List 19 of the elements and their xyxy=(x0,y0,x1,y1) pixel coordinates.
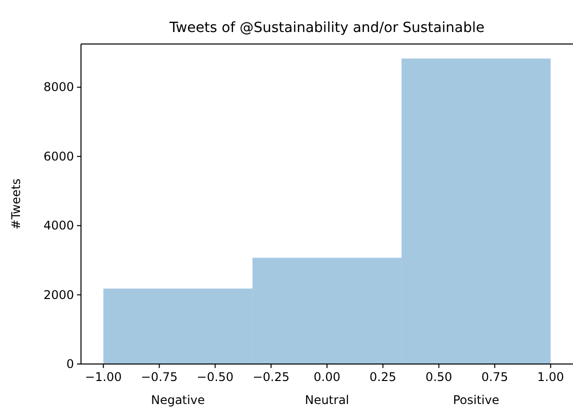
y-tick-label: 6000 xyxy=(43,149,74,164)
text: Positive xyxy=(452,393,500,407)
text: Neutral xyxy=(304,393,350,407)
y-axis-title: #Tweets xyxy=(9,178,23,230)
x-tick-label: −0.50 xyxy=(196,370,234,384)
x-tick-label: 0.75 xyxy=(481,370,508,384)
x-tick-label: 0.50 xyxy=(425,370,452,384)
y-tick-label: 8000 xyxy=(43,80,74,94)
chart-title: Tweets of @Sustainability and/or Sustainable xyxy=(168,20,485,36)
x-tick-label: 0.25 xyxy=(370,370,396,384)
x-tick-label: 1.00 xyxy=(537,370,564,384)
x-tick-label: 0.00 xyxy=(314,370,340,384)
y-tick-label: 4000 xyxy=(43,218,74,233)
text: Negative xyxy=(150,393,205,407)
y-tick-label: 0 xyxy=(66,357,74,371)
x-tick-label: −0.75 xyxy=(140,370,178,384)
x-tick-label: −1.00 xyxy=(84,370,122,384)
x-tick-label: −0.25 xyxy=(252,370,290,384)
y-tick-label: 2000 xyxy=(43,288,74,302)
